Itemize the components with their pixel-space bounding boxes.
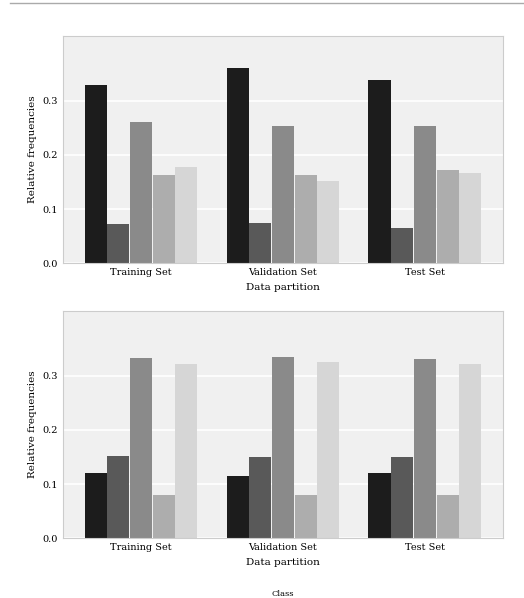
Bar: [294, 175, 316, 263]
Bar: [368, 473, 390, 538]
Bar: [294, 495, 316, 538]
Bar: [152, 496, 174, 538]
Bar: [84, 84, 106, 263]
X-axis label: Data partition: Data partition: [246, 557, 320, 567]
Bar: [107, 456, 129, 538]
Y-axis label: Relative frequencies: Relative frequencies: [28, 371, 37, 478]
Bar: [84, 473, 106, 538]
Legend: BACKGROUND, CONCLUSIONS, METHODS, OBJECTIVE, RESULTS: BACKGROUND, CONCLUSIONS, METHODS, OBJECT…: [111, 587, 455, 598]
Bar: [391, 456, 413, 538]
Bar: [272, 126, 294, 263]
Legend: BACKGROUND, CONCLUSIONS, METHODS, OBJECTIVE, RESULTS: BACKGROUND, CONCLUSIONS, METHODS, OBJECT…: [111, 312, 455, 338]
Bar: [226, 476, 248, 538]
Bar: [414, 126, 436, 263]
Bar: [391, 228, 413, 263]
Bar: [249, 223, 271, 263]
Bar: [226, 68, 248, 263]
Bar: [460, 173, 482, 263]
Bar: [318, 362, 340, 538]
Bar: [436, 496, 458, 538]
Bar: [318, 181, 340, 263]
Bar: [152, 175, 174, 263]
Bar: [249, 456, 271, 538]
Y-axis label: Relative frequencies: Relative frequencies: [28, 96, 37, 203]
Bar: [130, 358, 152, 538]
Bar: [436, 170, 458, 263]
Bar: [130, 123, 152, 263]
Bar: [176, 167, 198, 263]
Bar: [107, 224, 129, 263]
X-axis label: Data partition: Data partition: [246, 282, 320, 292]
Bar: [176, 364, 198, 538]
Bar: [414, 359, 436, 538]
Bar: [368, 80, 390, 263]
Bar: [460, 364, 482, 538]
Bar: [272, 357, 294, 538]
